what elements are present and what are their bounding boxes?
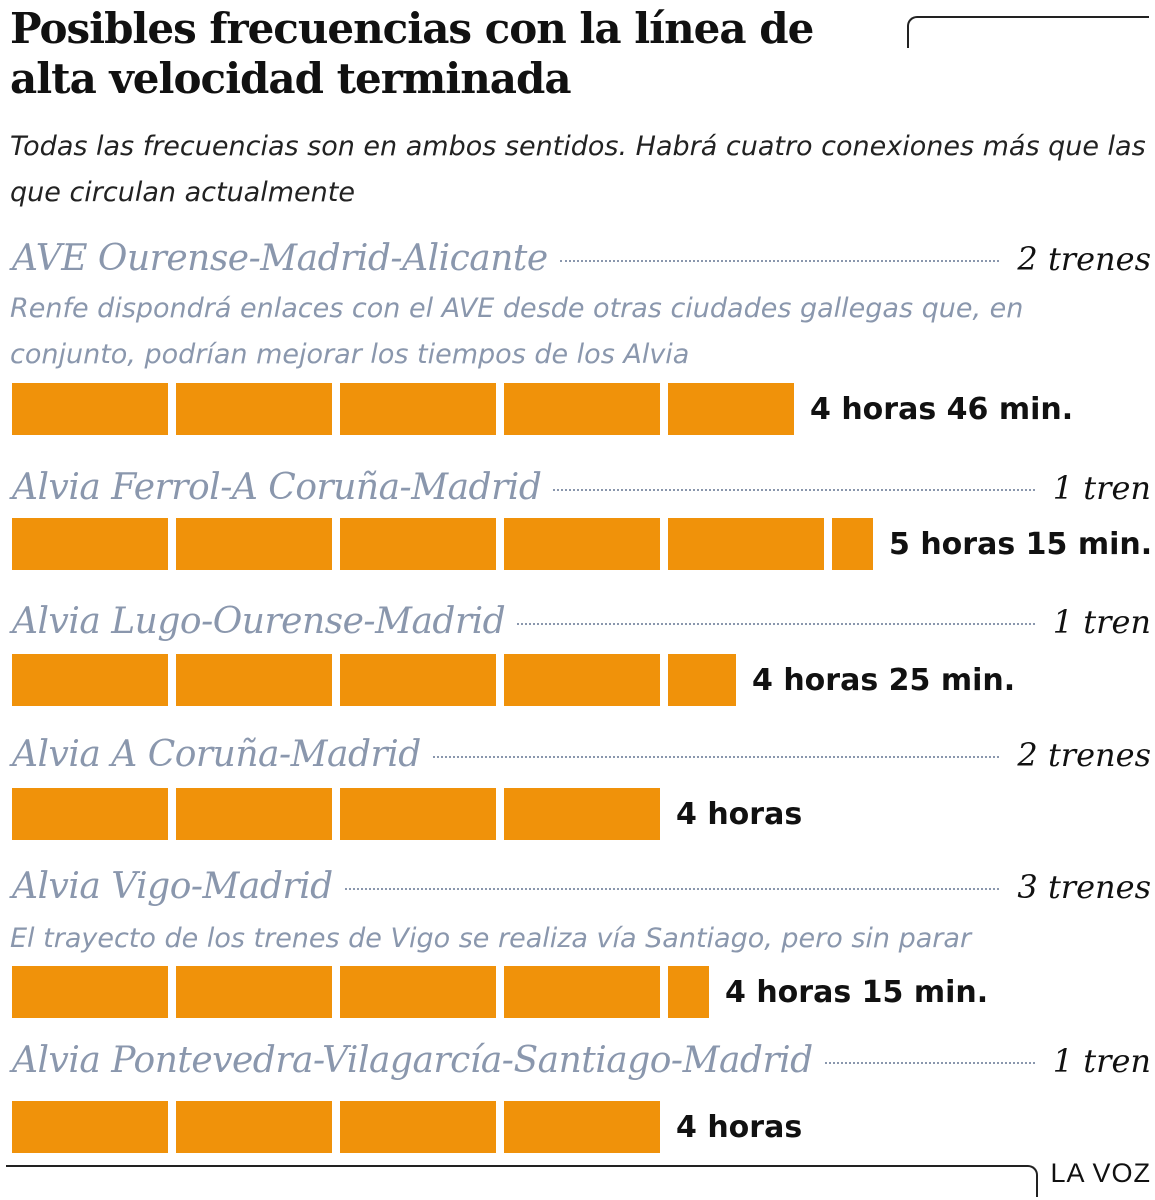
bar-segment [668,654,736,706]
bar-segment [176,788,332,840]
bar-segment [504,518,660,570]
bar-segment [668,966,709,1018]
duration-label: 4 horas 46 min. [810,392,1074,427]
bar-segment [340,383,496,435]
duration-label: 5 horas 15 min. [889,527,1153,562]
chart-subtitle: Todas las frecuencias son en ambos senti… [10,131,1146,208]
brand-logo: LA VOZ [1050,1158,1151,1188]
route-label: Alvia Pontevedra-Vilagarcía-Santiago-Mad… [12,1040,813,1081]
train-count: 2 trenes [1017,736,1151,774]
duration-label: 4 horas 25 min. [752,663,1016,698]
route-note: Renfe dispondrá enlaces con el AVE desde… [10,293,1024,370]
bar-segment [12,966,168,1018]
corner-decoration-top [907,16,1149,48]
duration-label: 4 horas 15 min. [725,975,989,1010]
bar-segment [12,1101,168,1153]
bar-row [12,788,660,840]
bar-segment [668,518,824,570]
route-label: Alvia Vigo-Madrid [12,866,333,907]
leader-dots [517,623,1035,625]
leader-dots [553,489,1035,491]
bar-segment [176,518,332,570]
bar-segment [176,383,332,435]
route-label: Alvia Lugo-Ourense-Madrid [12,601,506,642]
bar-segment [12,788,168,840]
bar-row [12,654,736,706]
bar-segment [832,518,873,570]
train-count: 1 tren [1052,603,1151,641]
bar-segment [340,966,496,1018]
leader-dots [433,756,999,758]
train-count: 1 tren [1052,469,1151,507]
bar-segment [340,518,496,570]
bar-segment [668,383,794,435]
route-note: El trayecto de los trenes de Vigo se rea… [10,923,972,954]
bar-segment [340,1101,496,1153]
bar-segment [12,383,168,435]
chart-title: Posibles frecuencias con la línea de alt… [10,4,814,103]
route-label: Alvia Ferrol-A Coruña-Madrid [12,467,542,508]
bar-segment [340,654,496,706]
bar-row [12,966,709,1018]
bar-segment [176,966,332,1018]
leader-dots [825,1062,1035,1064]
bar-segment [504,383,660,435]
route-label: Alvia A Coruña-Madrid [12,734,421,775]
bar-segment [12,654,168,706]
leader-dots [345,888,999,890]
bar-segment [176,1101,332,1153]
bar-segment [340,788,496,840]
corner-decoration-bottom [6,1165,1038,1197]
route-label: AVE Ourense-Madrid-Alicante [12,238,548,279]
leader-dots [560,260,999,262]
bar-segment [504,1101,660,1153]
bar-row [12,383,794,435]
bar-segment [504,654,660,706]
bar-segment [12,518,168,570]
bar-row [12,518,873,570]
bar-row [12,1101,660,1153]
duration-label: 4 horas [676,797,803,832]
train-count: 1 tren [1052,1042,1151,1080]
bar-segment [176,654,332,706]
train-count: 2 trenes [1017,240,1151,278]
bar-segment [504,788,660,840]
duration-label: 4 horas [676,1110,803,1145]
bar-segment [504,966,660,1018]
train-count: 3 trenes [1017,868,1151,906]
